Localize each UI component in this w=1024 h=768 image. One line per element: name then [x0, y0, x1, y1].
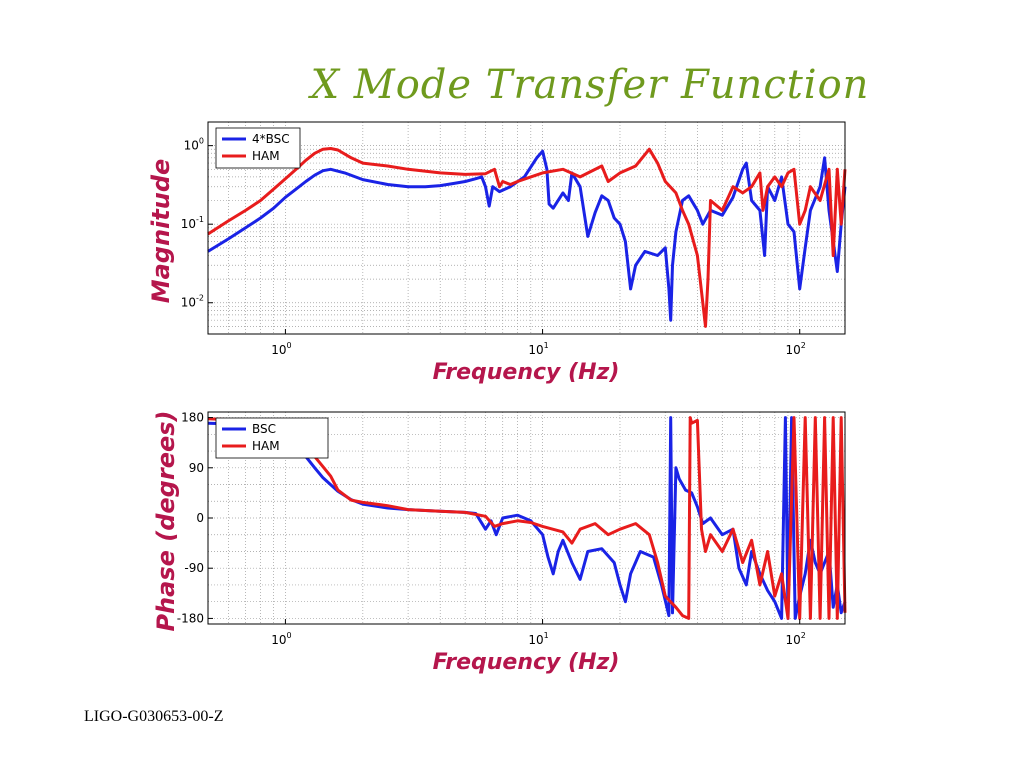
y-tick-label: 0	[196, 511, 204, 525]
legend-label: BSC	[252, 422, 276, 436]
series-line-ham	[207, 416, 847, 620]
y-tick-label: 10-2	[181, 294, 204, 310]
legend-label: 4*BSC	[252, 132, 290, 146]
slide-title: X Mode Transfer Function	[310, 62, 870, 108]
x-tick-label: 102	[786, 631, 806, 647]
y-tick-label: 180	[181, 411, 204, 425]
x-tick-label: 101	[528, 631, 548, 647]
grid	[207, 412, 845, 624]
y-tick-label: 100	[184, 137, 204, 153]
x-tick-label: 100	[271, 631, 291, 647]
legend: 4*BSC HAM	[215, 127, 301, 169]
legend-box	[215, 417, 329, 459]
magnitude-xlabel: Frequency (Hz)	[432, 360, 620, 385]
y-tick-label: 10-1	[181, 215, 204, 231]
plot-area	[208, 122, 845, 334]
x-tick-label: 102	[786, 341, 806, 357]
magnitude-plot: 100 101 102 100 10-1 10-2 4*BSC HAM	[181, 121, 847, 357]
legend: BSC HAM	[215, 417, 329, 459]
y-tick-label: 90	[189, 461, 204, 475]
series-line-4-bsc	[207, 149, 847, 322]
y-tick-label: -90	[184, 561, 204, 575]
plot-frame	[207, 411, 846, 625]
phase-ylabel: Phase (degrees)	[152, 410, 180, 632]
legend-box	[215, 127, 301, 169]
magnitude-ylabel: Magnitude	[147, 158, 175, 304]
plot-area	[208, 412, 845, 624]
x-tick-label: 101	[528, 341, 548, 357]
series-line-bsc	[207, 416, 847, 620]
grid	[207, 121, 845, 335]
phase-xlabel: Frequency (Hz)	[432, 650, 620, 675]
x-tick-label: 100	[271, 341, 291, 357]
document-id: LIGO-G030653-00-Z	[84, 708, 224, 725]
legend-label: HAM	[252, 149, 280, 163]
plot-frame	[207, 121, 846, 335]
series-line-ham	[207, 147, 847, 328]
legend-label: HAM	[252, 439, 280, 453]
